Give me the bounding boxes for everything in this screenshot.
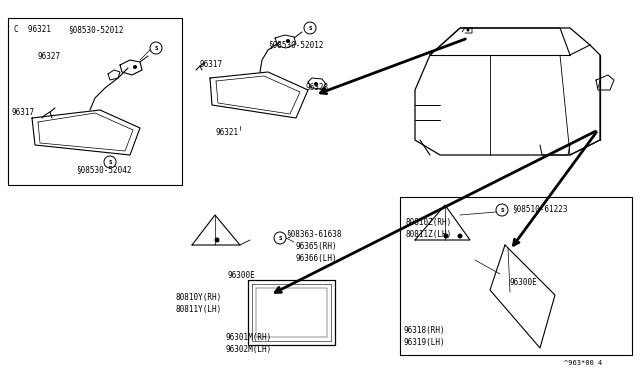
Circle shape <box>214 237 220 243</box>
Text: §08363-61638: §08363-61638 <box>286 229 342 238</box>
Text: §08530-52042: §08530-52042 <box>76 165 131 174</box>
Text: S: S <box>154 45 157 51</box>
Text: S: S <box>308 26 312 31</box>
Text: ^963*00 4: ^963*00 4 <box>564 360 602 366</box>
Circle shape <box>444 234 449 238</box>
Circle shape <box>467 29 470 32</box>
Text: 96300E: 96300E <box>228 271 256 280</box>
Text: §08530-52012: §08530-52012 <box>68 25 124 34</box>
Bar <box>400 197 632 355</box>
Text: 80810Z(RH): 80810Z(RH) <box>405 218 451 227</box>
Text: 80810Y(RH): 80810Y(RH) <box>175 293 221 302</box>
Text: §08510-61223: §08510-61223 <box>512 204 568 213</box>
Text: 96321: 96321 <box>216 128 239 137</box>
Text: 96302M(LH): 96302M(LH) <box>225 345 271 354</box>
Text: 96318(RH): 96318(RH) <box>403 326 445 335</box>
Text: C  96321: C 96321 <box>14 25 51 34</box>
Text: 96317: 96317 <box>200 60 223 69</box>
Text: 96317: 96317 <box>12 108 35 117</box>
Circle shape <box>286 39 290 43</box>
Text: 96328: 96328 <box>305 83 328 92</box>
Text: S: S <box>278 235 282 241</box>
Circle shape <box>133 65 137 69</box>
Text: 96300E: 96300E <box>510 278 538 287</box>
Text: S: S <box>108 160 112 164</box>
Text: 96366(LH): 96366(LH) <box>296 254 338 263</box>
Text: 96327: 96327 <box>38 52 61 61</box>
Text: S: S <box>500 208 504 212</box>
Text: 96301M(RH): 96301M(RH) <box>225 333 271 342</box>
Text: §08530-52012: §08530-52012 <box>268 40 323 49</box>
Bar <box>8 18 182 185</box>
Circle shape <box>314 82 318 86</box>
Circle shape <box>458 234 463 238</box>
Text: 80811Z(LH): 80811Z(LH) <box>405 230 451 239</box>
Text: 96365(RH): 96365(RH) <box>296 242 338 251</box>
Text: 96319(LH): 96319(LH) <box>403 338 445 347</box>
Text: 80811Y(LH): 80811Y(LH) <box>175 305 221 314</box>
